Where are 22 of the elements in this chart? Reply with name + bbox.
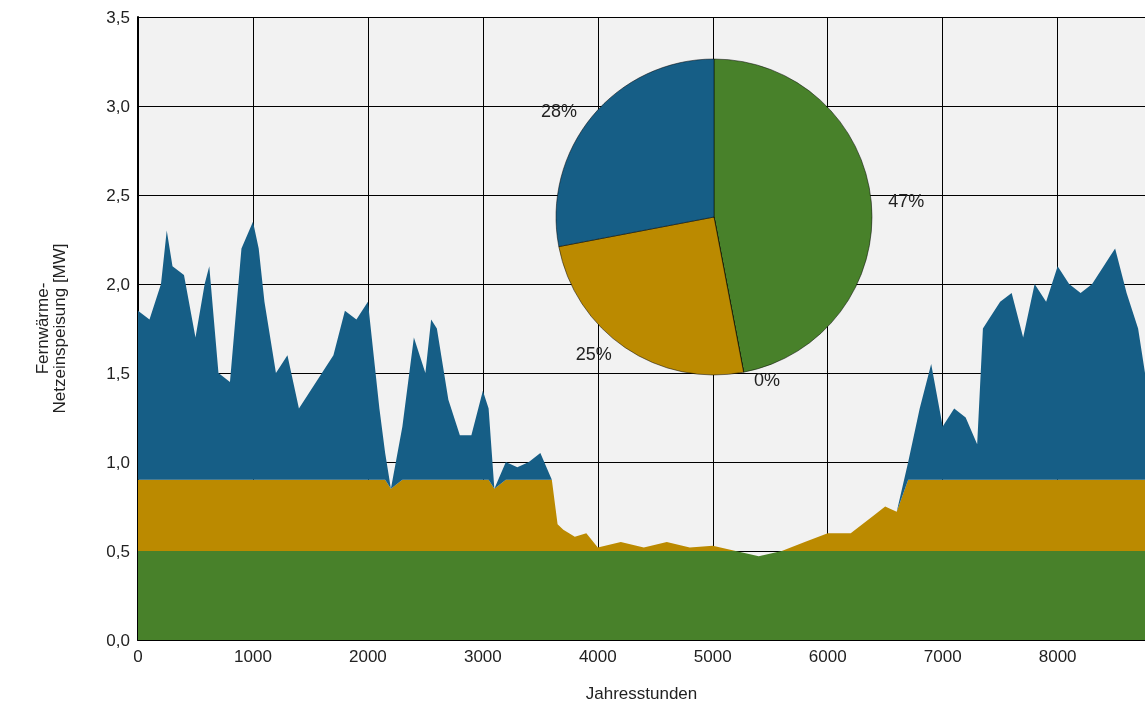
y-tick-label: 1,0: [106, 452, 130, 472]
x-tick-label: 3000: [463, 647, 502, 666]
data-label: 28%: [541, 101, 578, 122]
x-tick-label: 8000: [1038, 647, 1077, 666]
y-tick-label: 2,0: [106, 274, 130, 294]
data-label: 47%: [888, 191, 925, 212]
y-tick-label: 2,5: [106, 185, 130, 205]
y-tick-label: 0,0: [106, 630, 130, 650]
y-tick-label: 3,5: [106, 7, 130, 27]
y-axis-title: Fernwärme- Netzeinspeisung [MW]: [33, 243, 69, 414]
x-tick-label: 5000: [693, 647, 732, 666]
x-tick-label: 7000: [923, 647, 962, 666]
y-tick-label: 3,0: [106, 96, 130, 116]
x-tick-label: 6000: [808, 647, 847, 666]
x-tick-label: 0: [133, 647, 143, 666]
x-tick-label: 2000: [348, 647, 387, 666]
x-axis-title: Jahresstunden: [585, 684, 698, 703]
x-tick-label: 4000: [578, 647, 617, 666]
y-tick-label: 1,5: [106, 363, 130, 383]
y-tick-label: 0,5: [106, 541, 130, 561]
x-tick-label: 1000: [234, 647, 272, 666]
text: 0%: [754, 370, 781, 391]
